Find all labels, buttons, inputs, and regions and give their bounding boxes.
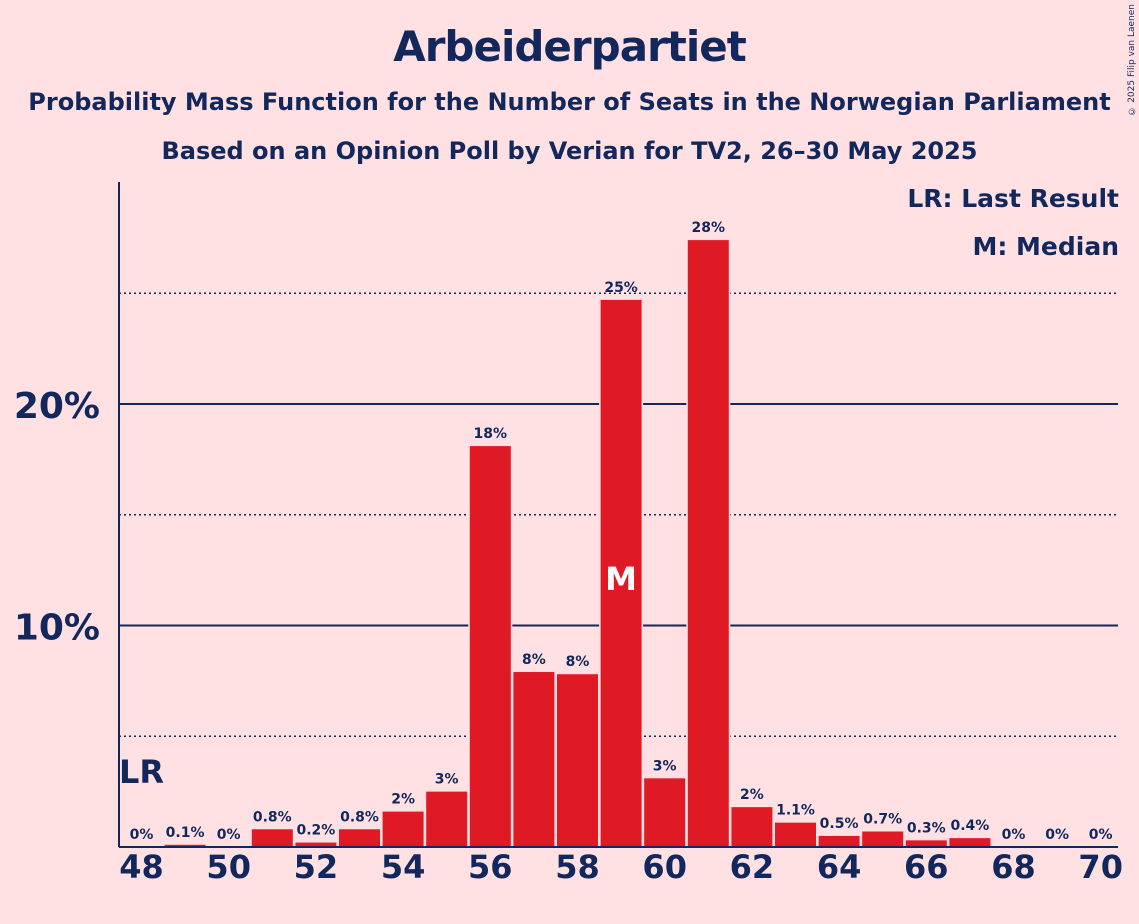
data-label: 0% bbox=[1045, 827, 1069, 843]
bar bbox=[687, 240, 729, 848]
x-tick-label: 48 bbox=[119, 848, 164, 886]
bar bbox=[644, 778, 686, 847]
bar bbox=[731, 807, 773, 847]
bar bbox=[382, 811, 424, 847]
bar bbox=[905, 840, 947, 847]
legend-last-result: LR: Last Result bbox=[907, 184, 1119, 213]
bar bbox=[600, 299, 642, 847]
data-label: 0.8% bbox=[253, 809, 292, 825]
data-label: 0.7% bbox=[863, 811, 902, 827]
data-label: 0.1% bbox=[166, 825, 205, 841]
bar bbox=[251, 829, 293, 847]
x-tick-label: 58 bbox=[555, 848, 600, 886]
data-label: 3% bbox=[435, 772, 459, 788]
data-label: 3% bbox=[653, 758, 677, 774]
x-tick-label: 50 bbox=[206, 848, 251, 886]
last-result-marker: LR bbox=[119, 753, 164, 791]
chart-subtitle: Probability Mass Function for the Number… bbox=[28, 88, 1111, 116]
bar bbox=[949, 838, 991, 847]
bar bbox=[164, 844, 206, 847]
x-tick-label: 62 bbox=[730, 848, 775, 886]
data-label: 0.8% bbox=[340, 809, 379, 825]
data-label: 18% bbox=[474, 426, 508, 442]
data-label: 0% bbox=[1089, 827, 1113, 843]
x-tick-label: 56 bbox=[468, 848, 513, 886]
bar bbox=[862, 831, 904, 847]
data-label: 2% bbox=[391, 792, 415, 808]
x-tick-label: 52 bbox=[294, 848, 339, 886]
data-label: 0.4% bbox=[950, 818, 989, 834]
data-label: 8% bbox=[566, 654, 590, 670]
bar bbox=[339, 829, 380, 847]
median-marker: M bbox=[605, 560, 637, 598]
data-label: 0.5% bbox=[820, 816, 859, 832]
bar bbox=[426, 791, 468, 847]
x-tick-label: 68 bbox=[991, 848, 1036, 886]
data-label: 1.1% bbox=[776, 803, 815, 819]
x-tick-label: 64 bbox=[817, 848, 862, 886]
data-label: 25% bbox=[604, 280, 638, 296]
chart-title: Arbeiderpartiet bbox=[393, 22, 747, 71]
data-label: 0% bbox=[217, 827, 241, 843]
data-label: 2% bbox=[740, 787, 764, 803]
data-label: 0% bbox=[1002, 827, 1026, 843]
chart-source: Based on an Opinion Poll by Verian for T… bbox=[161, 137, 978, 165]
data-label: 0% bbox=[130, 827, 154, 843]
bar bbox=[295, 842, 337, 847]
y-tick-label: 20% bbox=[14, 386, 100, 427]
bar bbox=[818, 835, 860, 847]
data-label: 0.2% bbox=[296, 823, 335, 839]
x-tick-label: 54 bbox=[381, 848, 426, 886]
data-label: 0.3% bbox=[907, 820, 946, 836]
x-tick-label: 70 bbox=[1078, 848, 1123, 886]
data-label: 28% bbox=[692, 220, 726, 236]
bar bbox=[557, 674, 598, 847]
bar bbox=[469, 446, 511, 847]
bar bbox=[513, 672, 555, 847]
y-tick-label: 10% bbox=[14, 608, 100, 649]
x-tick-label: 66 bbox=[904, 848, 949, 886]
legend-median: M: Median bbox=[972, 232, 1119, 261]
bar bbox=[775, 822, 816, 847]
x-tick-label: 60 bbox=[642, 848, 687, 886]
data-label: 8% bbox=[522, 652, 546, 668]
